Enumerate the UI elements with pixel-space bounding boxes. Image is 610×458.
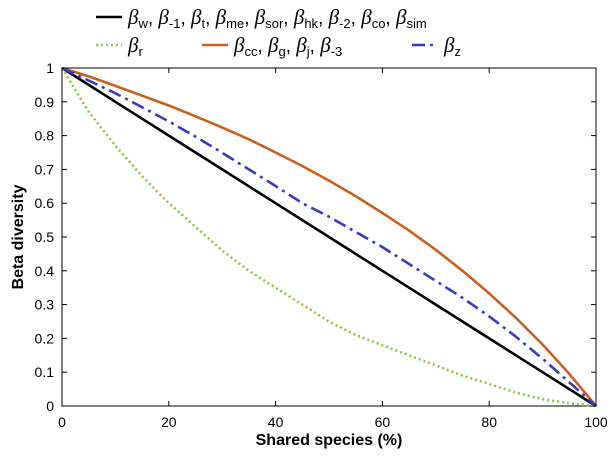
x-tick-label: 40 [268, 414, 284, 430]
legend-separator: , [310, 36, 321, 57]
x-tick-label: 60 [375, 414, 391, 430]
y-tick-label: 0.5 [35, 229, 55, 245]
x-tick-label: 100 [584, 414, 608, 430]
legend-beta-symbol: β [395, 5, 407, 29]
legend-separator: , [286, 36, 297, 57]
legend-beta-symbol: β [295, 33, 307, 57]
y-tick-label: 0 [46, 398, 54, 414]
legend-separator: , [385, 8, 396, 29]
legend-beta-symbol: β [190, 5, 202, 29]
legend-label-2: βcc, βg, βj, β-3​ [233, 33, 342, 59]
y-tick-label: 0.6 [35, 195, 55, 211]
legend-subscript: cc [244, 44, 258, 59]
legend-beta-symbol: β [157, 5, 169, 29]
legend-beta-symbol: β [233, 33, 245, 57]
legend-beta-symbol: β [328, 5, 340, 29]
legend-label-3: βz​ [443, 33, 461, 59]
legend-subscript: hk [304, 16, 318, 31]
legend-subscript: g [279, 44, 286, 59]
legend-subscript: co [372, 16, 386, 31]
legend-label-1: βr​ [127, 33, 143, 59]
x-tick-label: 20 [161, 414, 177, 430]
legend-subscript: -1 [169, 16, 181, 31]
y-axis-label: Beta diversity [10, 184, 27, 289]
legend-beta-symbol: β [267, 33, 279, 57]
y-tick-label: 1 [46, 60, 54, 76]
y-tick-label: 0.1 [35, 364, 55, 380]
series-line-2 [61, 66, 597, 407]
y-tick-label: 0.8 [35, 128, 55, 144]
legend-subscript: -3 [331, 44, 343, 59]
legend-separator: , [351, 8, 362, 29]
y-tick-label: 0.9 [35, 94, 55, 110]
y-tick-label: 0.2 [35, 330, 55, 346]
legend-separator: , [257, 36, 268, 57]
legend-beta-symbol: β [254, 5, 266, 29]
y-axis: 0 0.1 0.2 0.3 0.4 0.5 0.6 0.7 0.8 0.9 1 [35, 60, 596, 414]
legend-subscript: w [137, 16, 148, 31]
legend-beta-symbol: β [443, 33, 455, 57]
legend: βw, β-1, βt, βme, βsor, βhk, β-2, βco, β… [96, 5, 461, 59]
legend-beta-symbol: β [293, 5, 305, 29]
legend-subscript: r [138, 44, 143, 59]
legend-subscript: me [226, 16, 244, 31]
legend-separator: , [180, 8, 191, 29]
x-tick-label: 80 [481, 414, 497, 430]
legend-beta-symbol: β [127, 33, 139, 57]
legend-separator: , [148, 8, 159, 29]
x-tick-label: 0 [58, 414, 66, 430]
x-axis: 0 20 40 60 80 100 [58, 68, 608, 430]
series-line-0 [61, 66, 597, 408]
legend-beta-symbol: β [127, 5, 139, 29]
legend-subscript: -2 [339, 16, 351, 31]
legend-separator: , [205, 8, 216, 29]
series-layer [60, 66, 597, 408]
legend-label-0: βw, β-1, βt, βme, βsor, βhk, β-2, βco, β… [127, 5, 427, 31]
legend-separator: , [283, 8, 294, 29]
legend-beta-symbol: β [215, 5, 227, 29]
y-tick-label: 0.4 [35, 263, 55, 279]
legend-separator: , [318, 8, 329, 29]
legend-beta-symbol: β [319, 33, 331, 57]
series-line-3 [61, 66, 597, 407]
legend-subscript: j [306, 44, 310, 59]
legend-separator: , [244, 8, 255, 29]
x-axis-label: Shared species (%) [256, 432, 403, 449]
legend-subscript: z [454, 44, 461, 59]
y-tick-label: 0.7 [35, 161, 55, 177]
y-tick-label: 0.3 [35, 297, 55, 313]
legend-beta-symbol: β [360, 5, 372, 29]
legend-subscript: sim [406, 16, 426, 31]
legend-subscript: t [201, 16, 205, 31]
legend-subscript: sor [265, 16, 284, 31]
